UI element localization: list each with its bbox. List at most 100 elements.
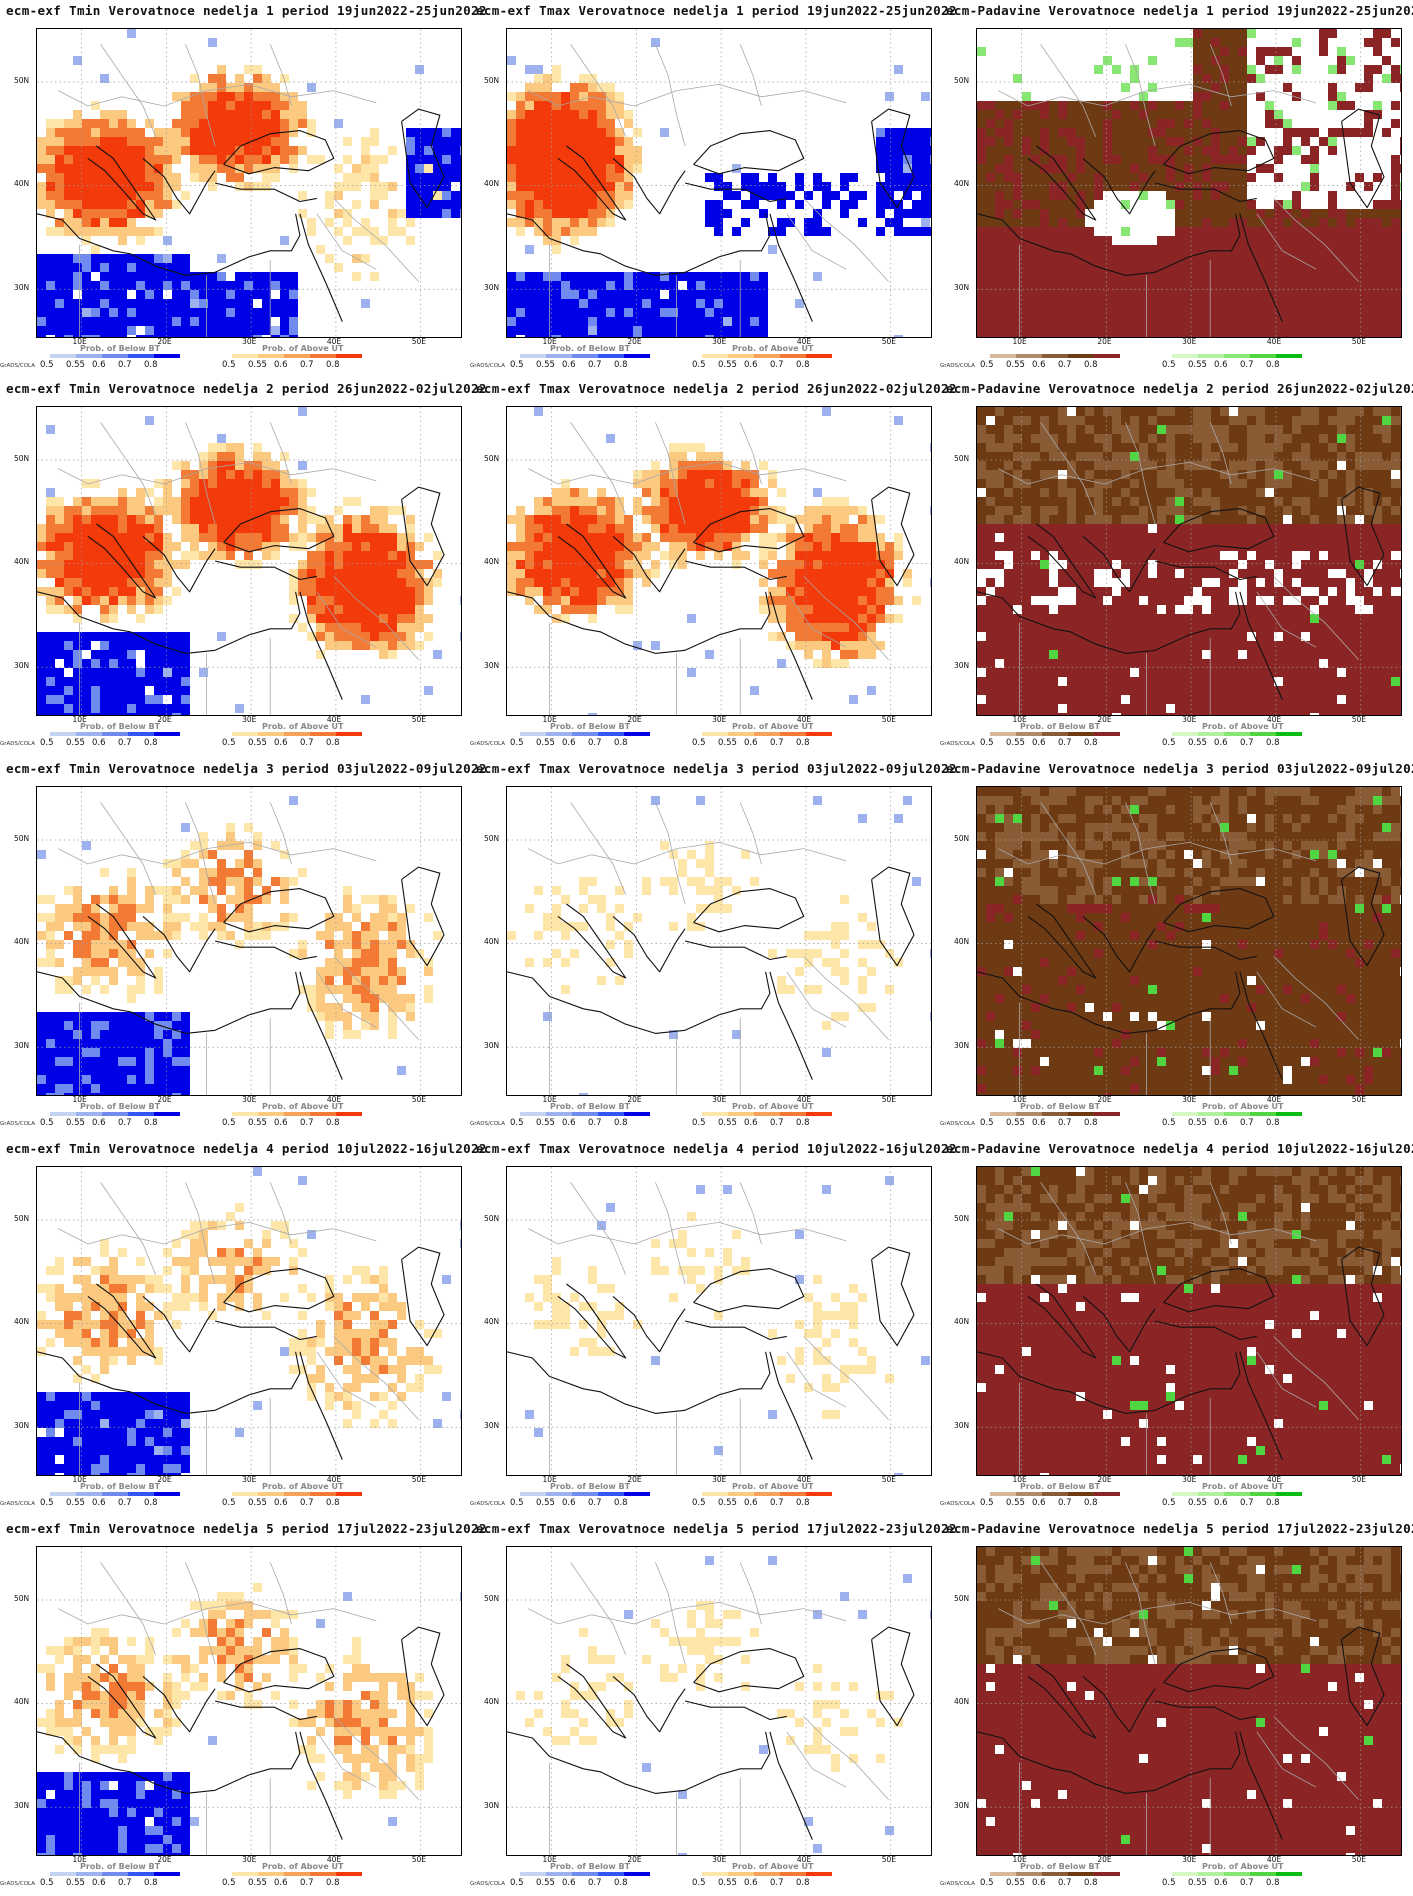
probability-cell — [1274, 281, 1283, 290]
probability-cell — [1247, 533, 1256, 542]
probability-cell — [1166, 335, 1175, 337]
probability-cell — [1076, 290, 1085, 299]
probability-cell — [208, 308, 217, 317]
probability-cell — [977, 299, 986, 308]
probability-map — [976, 406, 1402, 716]
probability-cell — [714, 308, 723, 317]
probability-cell — [1220, 407, 1229, 416]
probability-cell — [1202, 488, 1211, 497]
probability-cell — [759, 272, 768, 281]
probability-cell — [804, 578, 813, 587]
probability-cell — [561, 299, 570, 308]
probability-cell — [1211, 173, 1220, 182]
probability-cell — [606, 434, 615, 443]
probability-cell — [91, 533, 100, 542]
probability-cell — [1391, 290, 1400, 299]
probability-cell — [82, 641, 91, 650]
probability-cell — [597, 110, 606, 119]
probability-cell — [370, 200, 379, 209]
probability-cell — [298, 623, 307, 632]
probability-cell — [813, 587, 822, 596]
probability-cell — [1130, 272, 1139, 281]
probability-cell — [516, 281, 525, 290]
probability-cell — [1175, 290, 1184, 299]
probability-cell — [118, 110, 127, 119]
probability-cell — [145, 524, 154, 533]
probability-cell — [723, 326, 732, 335]
probability-cell — [100, 695, 109, 704]
probability-cell — [986, 326, 995, 335]
probability-cell — [1400, 443, 1401, 452]
probability-cell — [1022, 425, 1031, 434]
probability-cell — [1265, 335, 1274, 337]
legend-swatch — [1042, 354, 1068, 358]
probability-cell — [154, 155, 163, 164]
probability-cell — [687, 272, 696, 281]
probability-cell — [1247, 524, 1256, 533]
probability-cell — [1094, 515, 1103, 524]
probability-cell — [1202, 38, 1211, 47]
probability-cell — [633, 506, 642, 515]
probability-cell — [1391, 326, 1400, 335]
probability-cell — [298, 515, 307, 524]
probability-cell — [271, 119, 280, 128]
probability-cell — [570, 317, 579, 326]
probability-cell — [1247, 479, 1256, 488]
probability-cell — [1148, 290, 1157, 299]
probability-cell — [217, 110, 226, 119]
probability-cell — [831, 659, 840, 668]
probability-cell — [1004, 434, 1013, 443]
probability-cell — [1094, 299, 1103, 308]
probability-cell — [1067, 236, 1076, 245]
probability-cell — [995, 137, 1004, 146]
probability-cell — [885, 164, 894, 173]
probability-cell — [1040, 533, 1049, 542]
probability-cell — [226, 308, 235, 317]
probability-cell — [651, 569, 660, 578]
probability-cell — [127, 164, 136, 173]
probability-cell — [705, 326, 714, 335]
probability-cell — [1166, 470, 1175, 479]
probability-cell — [840, 182, 849, 191]
legend-title: Prob. of Above UT — [732, 344, 813, 353]
probability-cell — [849, 569, 858, 578]
probability-cell — [1319, 425, 1328, 434]
probability-cell — [1283, 407, 1292, 416]
probability-cell — [1058, 218, 1067, 227]
probability-cell — [516, 317, 525, 326]
probability-cell — [561, 137, 570, 146]
probability-cell — [190, 290, 199, 299]
probability-cell — [759, 317, 768, 326]
probability-cell — [136, 173, 145, 182]
probability-cell — [977, 173, 986, 182]
probability-cell — [1112, 281, 1121, 290]
probability-cell — [91, 263, 100, 272]
probability-cell — [642, 515, 651, 524]
probability-cell — [986, 515, 995, 524]
probability-cell — [1301, 497, 1310, 506]
probability-cell — [588, 209, 597, 218]
probability-cell — [199, 497, 208, 506]
probability-cell — [570, 569, 579, 578]
probability-cell — [885, 560, 894, 569]
legend-color-bar — [702, 732, 832, 736]
probability-cell — [1238, 434, 1247, 443]
probability-cell — [1166, 416, 1175, 425]
probability-cell — [208, 101, 217, 110]
probability-cell — [995, 290, 1004, 299]
probability-cell — [903, 173, 912, 182]
probability-cell — [1274, 407, 1283, 416]
probability-cell — [525, 569, 534, 578]
probability-cell — [570, 290, 579, 299]
probability-cell — [55, 713, 64, 715]
probability-cell — [118, 254, 127, 263]
probability-cell — [768, 515, 777, 524]
probability-cell — [181, 641, 190, 650]
probability-cell — [262, 155, 271, 164]
probability-cell — [1382, 227, 1391, 236]
probability-cell — [127, 317, 136, 326]
probability-cell — [849, 632, 858, 641]
probability-cell — [1391, 119, 1400, 128]
probability-cell — [615, 272, 624, 281]
probability-cell — [109, 641, 118, 650]
